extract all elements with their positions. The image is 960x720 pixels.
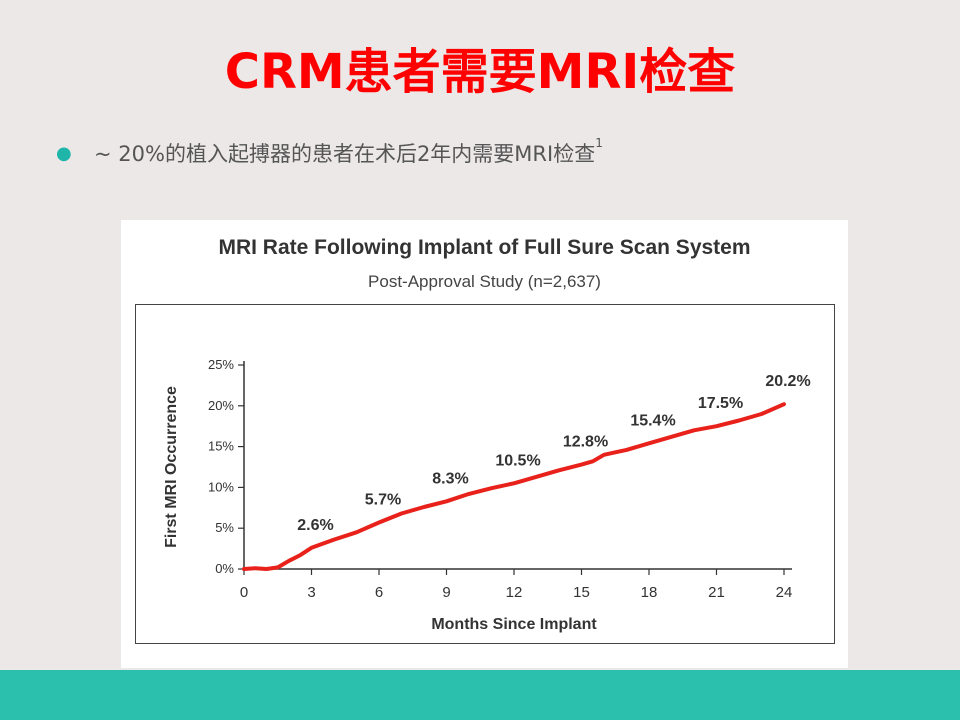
y-tick-label: 25%	[208, 357, 234, 372]
footer-band	[0, 670, 960, 720]
series-line	[242, 402, 786, 571]
x-tick-label: 15	[573, 584, 590, 601]
y-tick-label: 10%	[208, 479, 234, 494]
chart-card: MRI Rate Following Implant of Full Sure …	[121, 220, 848, 668]
y-tick-label: 20%	[208, 398, 234, 413]
x-tick-label: 21	[708, 584, 725, 601]
data-label: 5.7%	[365, 491, 401, 508]
data-label: 10.5%	[495, 452, 540, 469]
data-label: 8.3%	[432, 470, 468, 487]
x-tick-label: 24	[776, 584, 793, 601]
slide-title: CRM患者需要MRI检查	[224, 44, 736, 100]
x-axis-label: Months Since Implant	[431, 616, 597, 633]
x-tick-label: 0	[240, 584, 248, 601]
x-tick-label: 18	[641, 584, 658, 601]
x-tick-label: 12	[506, 584, 523, 601]
chart-plot: 0% 5% 10% 15% 20% 25% 0 3 6 9 12 15 18 21 24 Months Sin…	[163, 357, 811, 633]
bullet-dot-icon: ●	[56, 142, 72, 164]
y-tick-label: 0%	[215, 561, 234, 576]
plot-frame: 0% 5% 10% 15% 20% 25% 0 3 6 9 12 15 18 21 24 Months Sin…	[135, 304, 835, 644]
data-label: 17.5%	[698, 395, 743, 412]
y-tick-label: 5%	[215, 520, 234, 535]
x-tick-label: 6	[375, 584, 383, 601]
data-label: 12.8%	[563, 434, 608, 451]
y-tick-label: 15%	[208, 439, 234, 454]
x-tick-label: 9	[442, 584, 450, 601]
bullet-text: ~ 20%的植入起搏器的患者在术后2年内需要MRI检查1	[94, 136, 603, 168]
data-label: 2.6%	[297, 517, 333, 534]
bullet-item: ● ~ 20%的植入起搏器的患者在术后2年内需要MRI检查1	[56, 136, 603, 168]
chart-title: MRI Rate Following Implant of Full Sure …	[218, 236, 751, 259]
data-label: 15.4%	[630, 412, 675, 429]
x-tick-label: 3	[307, 584, 315, 601]
data-label: 20.2%	[765, 373, 810, 390]
chart-subtitle: Post-Approval Study (n=2,637)	[368, 272, 601, 291]
bullet-footnote-ref: 1	[595, 136, 603, 150]
bullet-text-body: ~ 20%的植入起搏器的患者在术后2年内需要MRI检查	[94, 142, 596, 166]
y-axis-label: First MRI Occurrence	[163, 386, 180, 548]
